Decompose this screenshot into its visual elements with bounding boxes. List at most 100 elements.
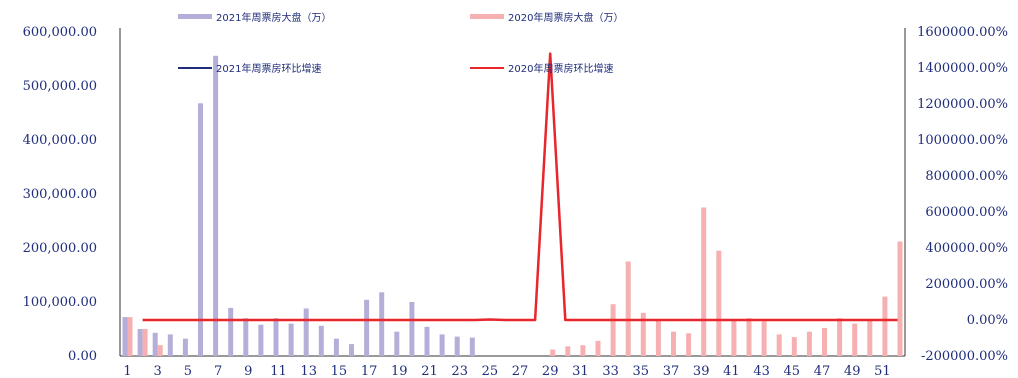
bars-layer bbox=[122, 55, 903, 357]
axes-layer bbox=[119, 28, 906, 357]
bar-2021-week-3 bbox=[152, 332, 158, 356]
x-tick-label: 33 bbox=[602, 364, 619, 378]
bar-2021-week-5 bbox=[182, 338, 188, 356]
x-tick-label: 9 bbox=[244, 364, 252, 378]
bar-2021-week-13 bbox=[303, 308, 309, 356]
bar-2021-week-4 bbox=[167, 334, 173, 356]
x-tick-label: 51 bbox=[874, 364, 891, 378]
right-tick-label: 200000.00% bbox=[925, 277, 1008, 292]
x-tick-label: 37 bbox=[663, 364, 680, 378]
x-tick-label: 39 bbox=[693, 364, 710, 378]
bar-2021-week-14 bbox=[318, 325, 324, 356]
bar-2020-week-31 bbox=[580, 345, 586, 356]
bar-2020-week-1 bbox=[127, 317, 133, 356]
right-tick-label: 1400000.00% bbox=[917, 61, 1008, 76]
x-tick-label: 3 bbox=[154, 364, 162, 378]
bar-2020-week-36 bbox=[655, 320, 661, 356]
bar-2020-week-47 bbox=[822, 327, 827, 356]
bar-2020-week-37 bbox=[671, 331, 676, 356]
line-2020-growth bbox=[142, 52, 898, 322]
bar-2020-week-29 bbox=[550, 349, 556, 356]
x-tick-label: 47 bbox=[814, 364, 831, 378]
bar-2021-week-2 bbox=[137, 329, 143, 356]
legend-label-2020-growth: 2020年周票房环比增速 bbox=[508, 62, 613, 75]
left-tick-label: 200,000.00 bbox=[23, 241, 97, 256]
right-tick-label: 800000.00% bbox=[925, 169, 1008, 184]
left-tick-label: 100,000.00 bbox=[23, 295, 97, 310]
bar-2021-week-20 bbox=[409, 302, 415, 356]
lines-layer bbox=[142, 52, 898, 322]
bar-2020-week-38 bbox=[686, 333, 692, 356]
bar-2020-week-40 bbox=[716, 250, 722, 356]
x-tick-label: 41 bbox=[723, 364, 740, 378]
legend: 2021年周票房大盘（万） 2020年周票房大盘（万） 2021年周票房环比增速… bbox=[178, 11, 623, 75]
x-tick-label: 7 bbox=[214, 364, 222, 378]
right-tick-label: 1200000.00% bbox=[917, 97, 1008, 112]
bar-2020-week-34 bbox=[625, 261, 631, 356]
bar-2021-week-1 bbox=[122, 317, 128, 356]
bar-2020-week-48 bbox=[837, 318, 843, 356]
x-tick-label: 15 bbox=[331, 364, 348, 378]
bar-2021-week-21 bbox=[424, 326, 430, 356]
bar-2021-week-19 bbox=[394, 331, 400, 356]
bar-2021-week-17 bbox=[364, 299, 370, 356]
bar-2021-week-16 bbox=[349, 344, 354, 356]
bar-2021-week-12 bbox=[288, 323, 294, 356]
bar-2020-week-33 bbox=[610, 304, 616, 356]
bar-2021-week-8 bbox=[228, 307, 234, 356]
x-tick-label: 1 bbox=[123, 364, 131, 378]
bar-2020-week-41 bbox=[731, 320, 737, 356]
right-tick-label: 1000000.00% bbox=[917, 133, 1008, 148]
bar-2021-week-6 bbox=[198, 103, 203, 356]
bar-2020-week-52 bbox=[897, 241, 903, 356]
x-tick-label: 21 bbox=[421, 364, 438, 378]
x-tick-label: 23 bbox=[451, 364, 468, 378]
bar-2020-week-2 bbox=[142, 329, 148, 356]
left-tick-label: 600,000.00 bbox=[23, 25, 97, 40]
right-tick-label: 0.00% bbox=[967, 313, 1008, 328]
legend-label-2021-growth: 2021年周票房环比增速 bbox=[216, 62, 321, 75]
x-tick-label: 45 bbox=[784, 364, 801, 378]
right-tick-label: 1600000.00% bbox=[917, 25, 1008, 40]
bar-2020-week-39 bbox=[701, 207, 707, 356]
bar-2020-week-35 bbox=[640, 312, 646, 356]
bar-2020-week-49 bbox=[852, 323, 858, 356]
left-tick-label: 500,000.00 bbox=[23, 79, 97, 94]
legend-swatch-2021-boxoffice bbox=[178, 14, 212, 19]
bar-2021-week-22 bbox=[439, 334, 445, 356]
x-tick-label: 17 bbox=[361, 364, 378, 378]
legend-swatch-2020-boxoffice bbox=[470, 14, 504, 19]
legend-label-2020-boxoffice: 2020年周票房大盘（万） bbox=[508, 11, 623, 24]
bar-2020-week-43 bbox=[761, 321, 767, 356]
bar-2020-week-51 bbox=[882, 296, 888, 356]
bar-2021-week-7 bbox=[213, 55, 219, 357]
left-tick-label: 300,000.00 bbox=[23, 187, 97, 202]
bar-2020-week-30 bbox=[565, 346, 571, 356]
right-tick-label: -200000.00% bbox=[921, 349, 1008, 364]
x-tick-label: 31 bbox=[572, 364, 589, 378]
bar-2021-week-11 bbox=[273, 318, 279, 356]
bar-2021-week-18 bbox=[379, 292, 385, 356]
bar-2021-week-15 bbox=[333, 338, 339, 356]
x-tick-label: 5 bbox=[184, 364, 192, 378]
x-tick-label: 43 bbox=[753, 364, 770, 378]
x-tick-label: 29 bbox=[542, 364, 559, 378]
bar-2020-week-44 bbox=[776, 334, 782, 356]
right-tick-label: 600000.00% bbox=[925, 205, 1008, 220]
bar-2021-week-24 bbox=[469, 337, 475, 356]
tick-labels: 0.00 100,000.00 200,000.00 300,000.00 400,00… bbox=[23, 25, 1008, 378]
x-tick-label: 11 bbox=[270, 364, 287, 378]
legend-label-2021-boxoffice: 2021年周票房大盘（万） bbox=[216, 11, 331, 24]
right-tick-label: 400000.00% bbox=[925, 241, 1008, 256]
bar-2020-week-46 bbox=[806, 331, 812, 356]
x-tick-label: 27 bbox=[512, 364, 529, 378]
bar-2020-week-42 bbox=[746, 318, 752, 356]
bar-2020-week-3 bbox=[157, 345, 163, 356]
bar-2020-week-50 bbox=[867, 319, 873, 356]
bar-2020-week-32 bbox=[595, 340, 601, 356]
x-tick-label: 19 bbox=[391, 364, 408, 378]
x-tick-label: 13 bbox=[300, 364, 317, 378]
x-tick-label: 49 bbox=[844, 364, 861, 378]
bar-2020-week-45 bbox=[791, 337, 797, 356]
